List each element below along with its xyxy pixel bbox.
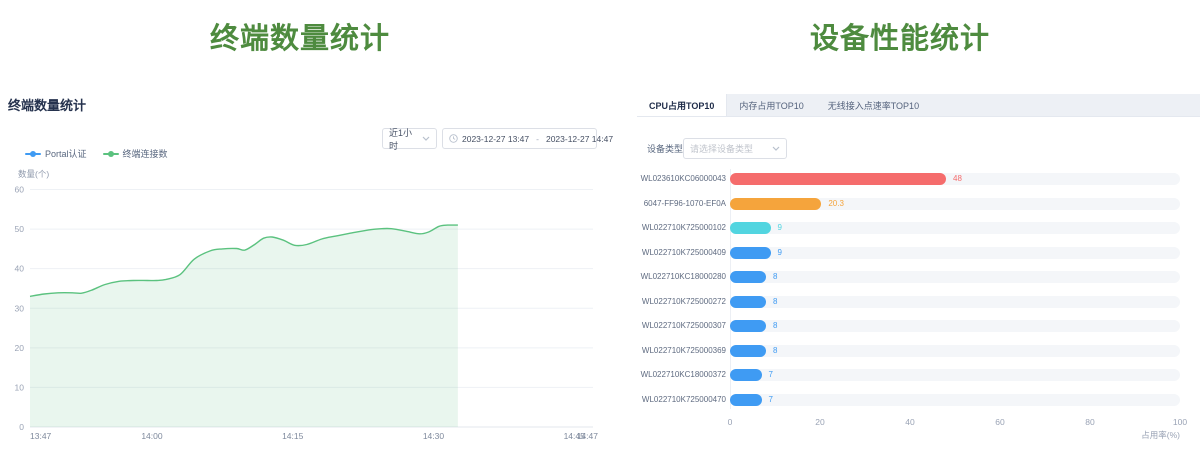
date-separator: - bbox=[536, 133, 539, 144]
terminal-series-line bbox=[29, 224, 458, 298]
bar-value: 8 bbox=[773, 321, 778, 331]
x-tick-label: 14:15 bbox=[282, 431, 304, 441]
bar-label: WL022710K725000470 bbox=[641, 394, 726, 404]
bar-value: 8 bbox=[773, 296, 778, 306]
y-tick-label: 30 bbox=[15, 303, 25, 313]
bar-label: WL022710K725000369 bbox=[641, 345, 726, 355]
clock-icon bbox=[449, 134, 458, 143]
bar bbox=[730, 246, 771, 259]
legend-marker-icon bbox=[102, 150, 119, 157]
bar-value: 7 bbox=[768, 394, 773, 404]
x-tick-label: 14:30 bbox=[423, 431, 445, 441]
bar bbox=[730, 295, 766, 308]
bar-label: WL022710K725000102 bbox=[641, 223, 726, 233]
bar-label: WL022710KC18000280 bbox=[640, 272, 726, 282]
y-tick-label: 0 bbox=[19, 422, 24, 432]
bar-label: WL022710K725000409 bbox=[641, 247, 726, 257]
bar bbox=[730, 344, 766, 357]
x-tick-label: 0 bbox=[727, 417, 733, 427]
bar-label: WL022710K725000272 bbox=[641, 296, 726, 306]
legend-item-terminal[interactable]: 终端连接数 bbox=[102, 147, 168, 160]
bar-track bbox=[730, 197, 1180, 210]
bar-value: 7 bbox=[768, 370, 773, 380]
x-axis-label: 占用率(%) bbox=[1141, 430, 1180, 440]
bar bbox=[730, 320, 766, 333]
device-perf-panel: 设备性能统计 CPU占用TOP10 内存占用TOP10 无线接入点速率TOP10 设… bbox=[600, 0, 1200, 456]
x-tick-label: 40 bbox=[905, 417, 915, 427]
date-start: 2023-12-27 13:47 bbox=[462, 133, 530, 144]
legend-label: 终端连接数 bbox=[122, 149, 168, 159]
time-range-value: 近1小时 bbox=[389, 127, 413, 151]
y-tick-label: 10 bbox=[15, 382, 25, 392]
bar-label: 6047-FF96-1070-EF0A bbox=[643, 198, 726, 208]
bar-track bbox=[730, 222, 1180, 235]
perf-tabs: CPU占用TOP10 内存占用TOP10 无线接入点速率TOP10 bbox=[637, 94, 1200, 117]
chevron-down-icon bbox=[422, 136, 430, 141]
bar-value: 8 bbox=[773, 272, 778, 282]
tab-0-active[interactable]: CPU占用TOP10 bbox=[637, 94, 728, 116]
left-page-title: 终端数量统计 bbox=[209, 23, 390, 55]
terminal-area-chart: 0 10 20 30 40 50 60 13:47 14:00 14:15 14:30 14:4514… bbox=[15, 185, 599, 442]
bar bbox=[730, 222, 771, 235]
bar-track bbox=[730, 246, 1180, 259]
bar-value: 20.3 bbox=[828, 198, 844, 208]
bar bbox=[730, 271, 766, 284]
date-range-picker[interactable]: 2023-12-27 13:47 - 2023-12-27 14:47 bbox=[442, 128, 613, 149]
cpu-top10-bar-chart: WL023610KC06000043 48 6047-FF96-1070-EF0A 2… bbox=[600, 167, 1200, 452]
x-tick-label: 60 bbox=[995, 417, 1005, 427]
bar-label: WL023610KC06000043 bbox=[640, 174, 726, 183]
device-type-label: 设备类型 bbox=[647, 144, 684, 154]
bar bbox=[730, 197, 822, 210]
bar-track bbox=[730, 320, 1180, 333]
y-tick-label: 20 bbox=[15, 343, 25, 353]
bar bbox=[730, 369, 762, 382]
bar-value: 9 bbox=[777, 223, 782, 233]
legend-marker-icon bbox=[25, 150, 41, 157]
bar bbox=[730, 393, 762, 406]
chart-legend: Portal认证 终端连接数 bbox=[25, 147, 168, 160]
bar-track bbox=[730, 344, 1180, 357]
tab-2[interactable]: 无线接入点速率TOP10 bbox=[827, 100, 920, 111]
y-axis-label: 数量(个) bbox=[18, 169, 50, 179]
y-tick-label: 40 bbox=[15, 264, 25, 274]
x-tick-label: 14:45 bbox=[564, 431, 586, 441]
x-tick-label: 13:47 bbox=[30, 431, 52, 441]
x-tick-label: 14:47 bbox=[577, 431, 599, 441]
bar-value: 8 bbox=[773, 345, 778, 355]
chevron-down-icon bbox=[772, 146, 780, 151]
x-tick-label: 20 bbox=[815, 417, 825, 427]
bar-label: WL022710KC18000372 bbox=[640, 370, 726, 380]
bar-value: 48 bbox=[953, 174, 962, 183]
bar-track bbox=[730, 393, 1180, 406]
bar-track bbox=[730, 295, 1180, 308]
x-tick-label: 14:00 bbox=[141, 431, 163, 441]
bar-value: 9 bbox=[777, 247, 782, 257]
bar-track bbox=[730, 369, 1180, 382]
terminal-card-title: 终端数量统计 bbox=[8, 98, 87, 113]
x-tick-label: 100 bbox=[1172, 417, 1188, 427]
date-end: 2023-12-27 14:47 bbox=[545, 133, 614, 144]
terminal-series-area bbox=[30, 225, 458, 427]
y-tick-label: 50 bbox=[15, 224, 25, 234]
tab-1[interactable]: 内存占用TOP10 bbox=[739, 100, 804, 111]
device-type-placeholder: 请选择设备类型 bbox=[690, 144, 754, 154]
legend-label: Portal认证 bbox=[45, 149, 87, 159]
right-page-title: 设备性能统计 bbox=[809, 23, 990, 55]
bar-track bbox=[730, 271, 1180, 284]
x-tick-label: 80 bbox=[1085, 417, 1095, 427]
bar bbox=[730, 173, 946, 185]
time-range-select[interactable]: 近1小时 bbox=[382, 127, 437, 151]
y-tick-label: 60 bbox=[15, 185, 25, 195]
terminal-stats-panel: 终端数量统计 终端数量统计 近1小时 2023-12-27 13:47 - 20… bbox=[8, 23, 613, 442]
bar-label: WL022710K725000307 bbox=[641, 321, 726, 331]
zero-axis-line bbox=[730, 169, 731, 409]
device-type-select[interactable]: 请选择设备类型 bbox=[683, 138, 787, 159]
legend-item-portal[interactable]: Portal认证 bbox=[25, 147, 87, 160]
